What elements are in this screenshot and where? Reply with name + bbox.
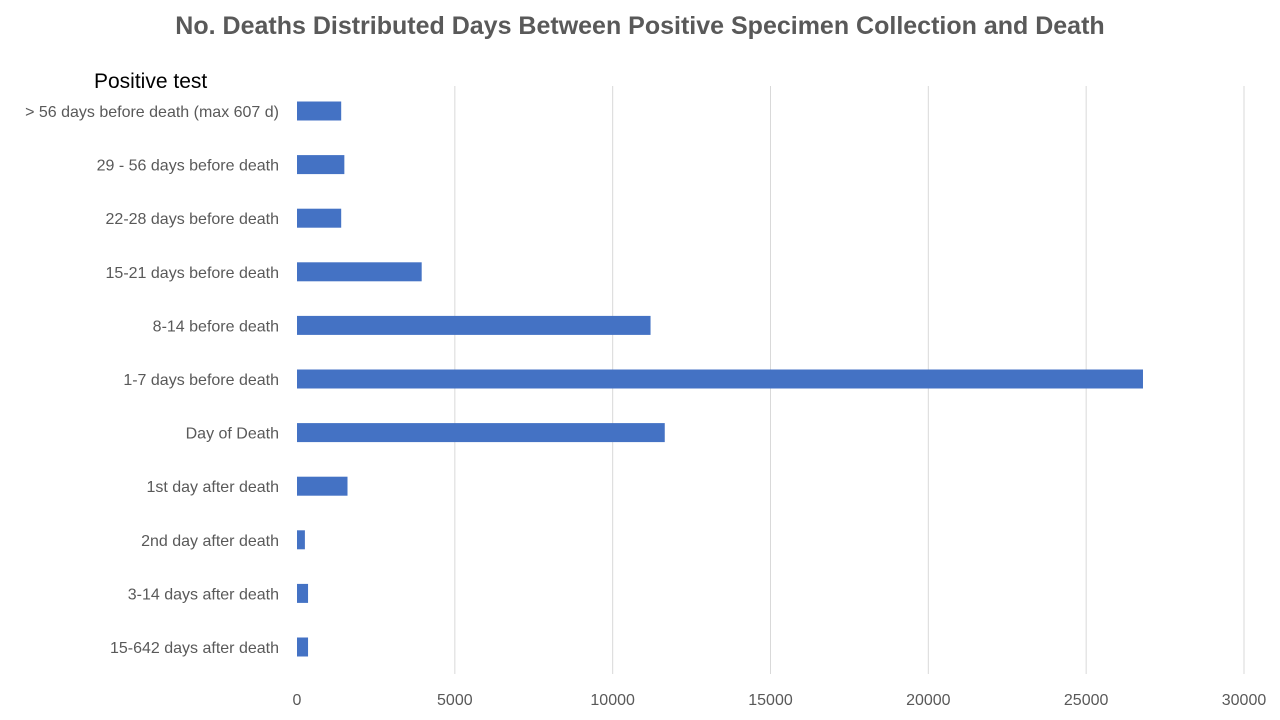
bar [297, 583, 309, 603]
category-label: 1-7 days before death [123, 372, 279, 389]
category-labels: > 56 days before death (max 607 d) 29 - 5… [25, 104, 279, 657]
x-tick-label: 25000 [1064, 692, 1109, 709]
x-tick-label: 5000 [437, 692, 473, 709]
x-tick-labels: 0 5000 10000 15000 20000 25000 30000 [293, 692, 1267, 709]
bar [297, 315, 651, 335]
x-tick-label: 20000 [906, 692, 951, 709]
y-axis-caption: Positive test [94, 70, 208, 93]
bar [297, 530, 305, 550]
category-label: 15-21 days before death [106, 265, 279, 282]
bar [297, 208, 342, 228]
bar [297, 369, 1143, 389]
bar [297, 101, 342, 121]
category-label: 15-642 days after death [110, 640, 279, 657]
x-tick-label: 15000 [748, 692, 793, 709]
bar [297, 423, 665, 443]
x-tick-label: 30000 [1222, 692, 1267, 709]
category-label: > 56 days before death (max 607 d) [25, 104, 279, 121]
chart-title: No. Deaths Distributed Days Between Posi… [175, 12, 1105, 40]
bar [297, 155, 345, 175]
category-label: Day of Death [186, 426, 279, 443]
category-label: 22-28 days before death [106, 211, 279, 228]
category-label: 3-14 days after death [128, 586, 279, 603]
category-label: 2nd day after death [141, 533, 279, 550]
category-label: 1st day after death [146, 479, 279, 496]
x-tick-label: 10000 [590, 692, 635, 709]
bars [297, 101, 1143, 657]
bar [297, 262, 422, 282]
bar [297, 476, 348, 496]
x-tick-label: 0 [293, 692, 302, 709]
category-label: 29 - 56 days before death [97, 158, 279, 175]
bar [297, 637, 309, 657]
category-label: 8-14 before death [153, 318, 279, 335]
